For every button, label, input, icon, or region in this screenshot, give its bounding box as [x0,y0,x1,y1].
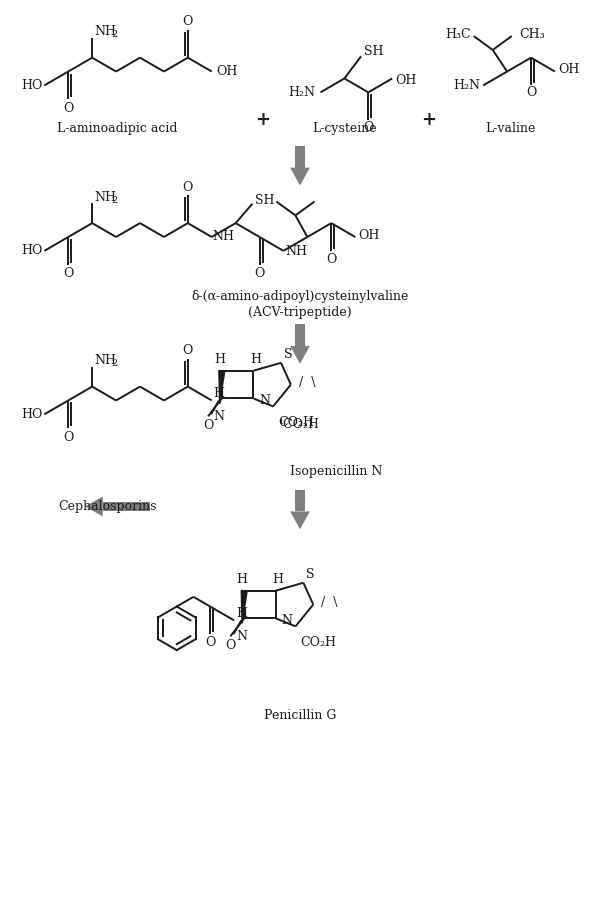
Text: (ACV-tripeptide): (ACV-tripeptide) [248,306,352,319]
Text: NH: NH [286,245,307,259]
Text: OH: OH [558,63,579,76]
Text: O: O [326,253,337,267]
Text: O: O [203,418,213,432]
Text: L-cysteine: L-cysteine [312,121,377,135]
Text: O: O [63,431,73,444]
Text: H: H [272,573,283,586]
Text: Isopenicillin N: Isopenicillin N [290,465,383,479]
Text: δ-(α-amino-adipoyl)cysteinylvaline: δ-(α-amino-adipoyl)cysteinylvaline [191,290,409,303]
Text: SH: SH [256,194,275,207]
Text: O: O [182,345,193,357]
Text: SH: SH [364,45,383,57]
Text: H₃C: H₃C [445,28,471,40]
Polygon shape [219,371,225,403]
Text: O: O [254,267,265,280]
Polygon shape [295,145,305,168]
Text: O: O [63,267,73,280]
Text: H₂N: H₂N [453,79,480,92]
Text: CO₂H: CO₂H [278,416,314,428]
Text: O: O [205,636,215,648]
Text: H: H [237,573,248,586]
Text: O: O [63,101,73,115]
Text: S: S [284,348,292,361]
Text: Penicillin G: Penicillin G [264,709,336,722]
Text: NH: NH [94,25,116,39]
Text: CO₂H: CO₂H [301,636,337,648]
Text: +: + [421,111,436,129]
Text: L-valine: L-valine [485,121,535,135]
Polygon shape [85,497,103,516]
Polygon shape [295,324,305,346]
Text: O: O [225,638,236,652]
Text: H₂N: H₂N [289,86,316,99]
Polygon shape [290,346,310,364]
Text: H: H [236,607,247,621]
Text: H: H [214,353,226,366]
Polygon shape [290,168,310,186]
Text: /  \: / \ [299,376,315,389]
Polygon shape [241,591,247,623]
Text: +: + [255,111,270,129]
Text: 2: 2 [111,31,117,40]
Text: NH: NH [94,191,116,204]
Text: N: N [236,630,247,643]
Text: CH₃: CH₃ [520,28,545,40]
Text: HO: HO [21,79,43,92]
Text: OH: OH [395,74,416,87]
Text: HO: HO [21,408,43,421]
Text: S: S [307,568,315,581]
Text: O: O [182,15,193,29]
Text: 2: 2 [111,359,117,368]
Text: HO: HO [21,244,43,258]
Text: OH: OH [358,228,380,242]
Text: ¹CO₂H: ¹CO₂H [278,418,319,431]
Text: N: N [282,614,293,627]
Text: /  \: / \ [321,596,338,609]
Text: N: N [259,394,271,407]
Polygon shape [103,501,150,512]
Text: NH: NH [213,231,235,243]
Polygon shape [290,512,310,529]
Text: O: O [363,120,373,134]
Text: 2: 2 [111,196,117,205]
Text: H: H [250,353,261,366]
Text: NH: NH [94,355,116,367]
Text: O: O [182,181,193,194]
Text: H: H [214,387,225,401]
Text: L-aminoadipic acid: L-aminoadipic acid [58,121,178,135]
Text: O: O [526,86,536,99]
Text: Cephalosporins: Cephalosporins [58,500,157,513]
Text: N: N [214,410,225,423]
Polygon shape [295,489,305,512]
Text: OH: OH [217,65,238,78]
